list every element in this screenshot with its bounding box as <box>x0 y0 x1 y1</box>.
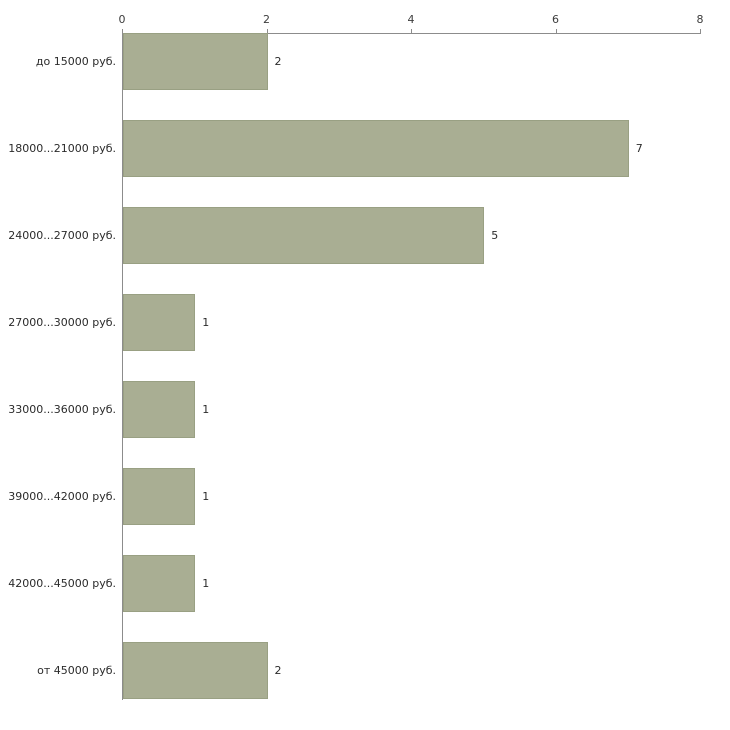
bar <box>123 642 268 699</box>
x-axis-tick-label: 8 <box>696 13 704 26</box>
category-label: 42000...45000 руб. <box>8 577 116 590</box>
bar <box>123 468 196 525</box>
bar <box>123 207 485 264</box>
bar-row: 39000...42000 руб. 1 <box>0 468 730 555</box>
x-axis-tick <box>266 29 268 33</box>
x-axis-tick <box>700 29 701 33</box>
bar-row: от 45000 руб. 2 <box>0 642 730 729</box>
value-label: 5 <box>491 229 499 242</box>
value-label: 1 <box>202 403 210 416</box>
bar-row: 27000...30000 руб. 1 <box>0 294 730 381</box>
bar <box>123 381 196 438</box>
y-axis-line <box>122 33 123 700</box>
bar <box>123 120 629 177</box>
bar-row: 24000...27000 руб. 5 <box>0 207 730 294</box>
bar-row: 42000...45000 руб. 1 <box>0 555 730 642</box>
value-label: 7 <box>635 142 643 155</box>
value-label: 2 <box>274 55 282 68</box>
bar <box>123 555 196 612</box>
x-axis-tick <box>555 29 557 33</box>
x-axis-line <box>122 33 701 34</box>
value-label: 1 <box>202 316 210 329</box>
bar <box>123 33 268 90</box>
bar <box>123 294 196 351</box>
bar-row: 18000...21000 руб. 7 <box>0 120 730 207</box>
x-axis-tick <box>122 29 123 33</box>
value-label: 1 <box>202 577 210 590</box>
category-label: 33000...36000 руб. <box>8 403 116 416</box>
bar-row: до 15000 руб. 2 <box>0 33 730 120</box>
category-label: 24000...27000 руб. <box>8 229 116 242</box>
x-axis-tick-label: 6 <box>552 13 559 26</box>
category-label: 18000...21000 руб. <box>8 142 116 155</box>
category-label: 27000...30000 руб. <box>8 316 116 329</box>
value-label: 1 <box>202 490 210 503</box>
category-label: 39000...42000 руб. <box>8 490 116 503</box>
x-axis-tick-label: 0 <box>118 13 126 26</box>
value-label: 2 <box>274 664 282 677</box>
x-axis-tick <box>411 29 412 33</box>
x-axis-tick-label: 2 <box>263 13 270 26</box>
bar-row: 33000...36000 руб. 1 <box>0 381 730 468</box>
bar-rows: до 15000 руб. 2 18000...21000 руб. 7 24000..… <box>0 33 730 729</box>
category-label: до 15000 руб. <box>35 55 116 68</box>
x-axis-tick-label: 4 <box>407 13 415 26</box>
category-label: от 45000 руб. <box>37 664 116 677</box>
